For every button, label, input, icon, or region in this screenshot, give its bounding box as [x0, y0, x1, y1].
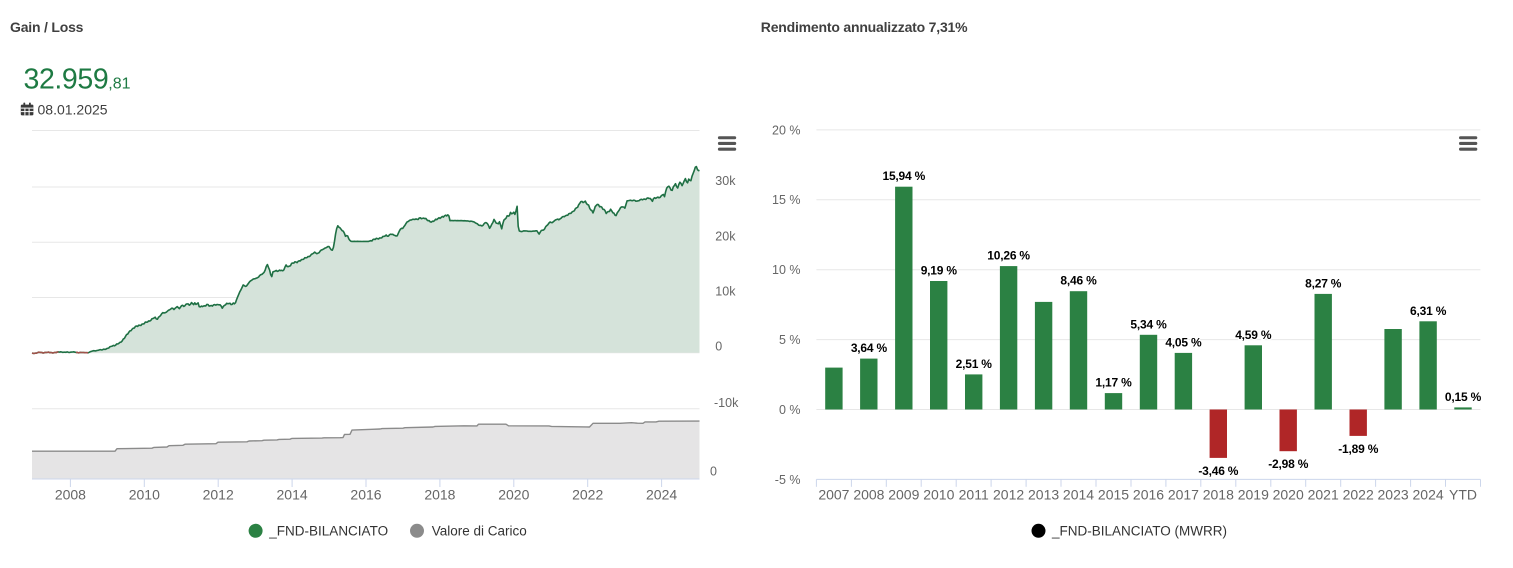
svg-text:2011: 2011	[959, 487, 989, 503]
svg-text:-10k: -10k	[714, 396, 739, 410]
svg-text:20 %: 20 %	[772, 123, 801, 137]
svg-text:4,05 %: 4,05 %	[1165, 335, 1202, 349]
svg-text:8,46 %: 8,46 %	[1060, 274, 1097, 288]
svg-text:20k: 20k	[715, 229, 736, 243]
svg-text:2012: 2012	[993, 487, 1024, 503]
svg-text:2024: 2024	[1413, 487, 1444, 503]
svg-text:3,64 %: 3,64 %	[851, 341, 888, 355]
svg-text:2021: 2021	[1308, 487, 1339, 503]
svg-text:0: 0	[710, 465, 717, 479]
svg-text:1,17 %: 1,17 %	[1095, 376, 1132, 390]
svg-text:-5 %: -5 %	[775, 473, 801, 487]
svg-text:2016: 2016	[1133, 487, 1164, 503]
svg-text:15,94 %: 15,94 %	[882, 169, 925, 183]
svg-text:2010: 2010	[129, 487, 160, 503]
svg-text:15 %: 15 %	[772, 193, 801, 207]
svg-text:-1,89 %: -1,89 %	[1338, 442, 1378, 456]
svg-text:10 %: 10 %	[772, 263, 801, 277]
svg-text:4,59 %: 4,59 %	[1235, 328, 1272, 342]
svg-text:2018: 2018	[1203, 487, 1234, 503]
svg-text:Gain / Loss: Gain / Loss	[10, 19, 84, 35]
svg-text:2,51 %: 2,51 %	[956, 357, 993, 371]
svg-text:10,26 %: 10,26 %	[987, 249, 1030, 263]
svg-text:2019: 2019	[1238, 487, 1269, 503]
svg-text:2020: 2020	[498, 487, 529, 503]
svg-text:2020: 2020	[1273, 487, 1304, 503]
svg-text:2010: 2010	[923, 487, 954, 503]
svg-text:5 %: 5 %	[779, 333, 801, 347]
svg-text:32.959,81: 32.959,81	[24, 64, 131, 96]
svg-text:2012: 2012	[203, 487, 234, 503]
svg-text:2008: 2008	[55, 487, 86, 503]
svg-text:2017: 2017	[1168, 487, 1199, 503]
svg-text:2022: 2022	[572, 487, 603, 503]
svg-text:Valore di Carico: Valore di Carico	[432, 524, 527, 539]
svg-text:8,27 %: 8,27 %	[1305, 276, 1342, 290]
svg-text:6,31 %: 6,31 %	[1410, 304, 1447, 318]
svg-text:0: 0	[715, 340, 722, 354]
svg-text:_FND-BILANCIATO: _FND-BILANCIATO	[268, 524, 388, 539]
svg-text:08.01.2025: 08.01.2025	[38, 102, 108, 118]
svg-text:2024: 2024	[646, 487, 677, 503]
svg-text:_FND-BILANCIATO (MWRR): _FND-BILANCIATO (MWRR)	[1051, 524, 1227, 539]
svg-text:2013: 2013	[1028, 487, 1059, 503]
svg-text:2014: 2014	[277, 487, 308, 503]
svg-text:5,34 %: 5,34 %	[1130, 317, 1167, 331]
svg-text:-2,98 %: -2,98 %	[1268, 457, 1308, 471]
svg-text:2018: 2018	[424, 487, 455, 503]
svg-text:2023: 2023	[1378, 487, 1409, 503]
svg-text:2016: 2016	[350, 487, 381, 503]
svg-text:2007: 2007	[818, 487, 849, 503]
svg-text:Rendimento annualizzato 7,31%: Rendimento annualizzato 7,31%	[761, 19, 968, 35]
svg-text:2014: 2014	[1063, 487, 1094, 503]
svg-text:2022: 2022	[1343, 487, 1374, 503]
svg-text:0 %: 0 %	[779, 403, 801, 417]
svg-text:2008: 2008	[853, 487, 884, 503]
svg-text:-3,46 %: -3,46 %	[1198, 464, 1238, 478]
svg-text:2009: 2009	[888, 487, 919, 503]
svg-text:2015: 2015	[1098, 487, 1129, 503]
svg-text:YTD: YTD	[1449, 487, 1477, 503]
svg-text:10k: 10k	[715, 285, 736, 299]
svg-text:9,19 %: 9,19 %	[921, 264, 958, 278]
svg-text:0,15 %: 0,15 %	[1445, 390, 1482, 404]
svg-text:30k: 30k	[715, 174, 736, 188]
